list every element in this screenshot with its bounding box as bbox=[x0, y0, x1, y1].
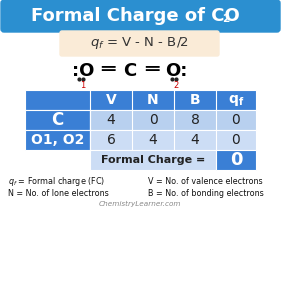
Text: B: B bbox=[190, 93, 200, 107]
Text: 0: 0 bbox=[230, 151, 242, 169]
Text: ═: ═ bbox=[101, 60, 115, 80]
FancyBboxPatch shape bbox=[25, 130, 90, 150]
Text: B = No. of bonding electrons: B = No. of bonding electrons bbox=[148, 188, 264, 197]
Text: $q_f$ = Formal charge (FC): $q_f$ = Formal charge (FC) bbox=[8, 175, 105, 188]
FancyBboxPatch shape bbox=[1, 0, 280, 32]
Text: :O: :O bbox=[72, 62, 94, 80]
Text: Formal Charge of CO: Formal Charge of CO bbox=[31, 7, 239, 25]
Text: C: C bbox=[51, 111, 64, 129]
FancyBboxPatch shape bbox=[90, 130, 256, 150]
Text: V: V bbox=[106, 93, 116, 107]
Text: 4: 4 bbox=[149, 133, 157, 147]
Text: 4: 4 bbox=[106, 113, 115, 127]
Text: 2: 2 bbox=[173, 80, 179, 89]
FancyBboxPatch shape bbox=[90, 150, 216, 170]
Text: 6: 6 bbox=[106, 133, 115, 147]
Text: 0: 0 bbox=[232, 113, 240, 127]
FancyBboxPatch shape bbox=[60, 31, 219, 56]
FancyBboxPatch shape bbox=[90, 110, 256, 130]
FancyBboxPatch shape bbox=[25, 90, 256, 110]
Text: O:: O: bbox=[165, 62, 187, 80]
Text: 0: 0 bbox=[149, 113, 157, 127]
FancyBboxPatch shape bbox=[216, 150, 256, 170]
Text: $\mathit{q_f}$ = V - N - B/2: $\mathit{q_f}$ = V - N - B/2 bbox=[90, 35, 190, 51]
FancyBboxPatch shape bbox=[25, 110, 90, 130]
Text: 4: 4 bbox=[191, 133, 200, 147]
Text: 1: 1 bbox=[80, 80, 86, 89]
Text: V = No. of valence electrons: V = No. of valence electrons bbox=[148, 176, 263, 185]
Text: O1, O2: O1, O2 bbox=[31, 133, 84, 147]
Text: N: N bbox=[147, 93, 159, 107]
Text: 0: 0 bbox=[232, 133, 240, 147]
Text: N = No. of lone electrons: N = No. of lone electrons bbox=[8, 188, 109, 197]
Text: Formal Charge =: Formal Charge = bbox=[101, 155, 205, 165]
Text: ChemistryLearner.com: ChemistryLearner.com bbox=[99, 201, 181, 207]
Text: ═: ═ bbox=[145, 60, 159, 80]
Text: C: C bbox=[123, 62, 137, 80]
Text: 8: 8 bbox=[191, 113, 200, 127]
Text: $\mathbf{q_f}$: $\mathbf{q_f}$ bbox=[228, 92, 244, 107]
Text: 2: 2 bbox=[222, 14, 229, 25]
